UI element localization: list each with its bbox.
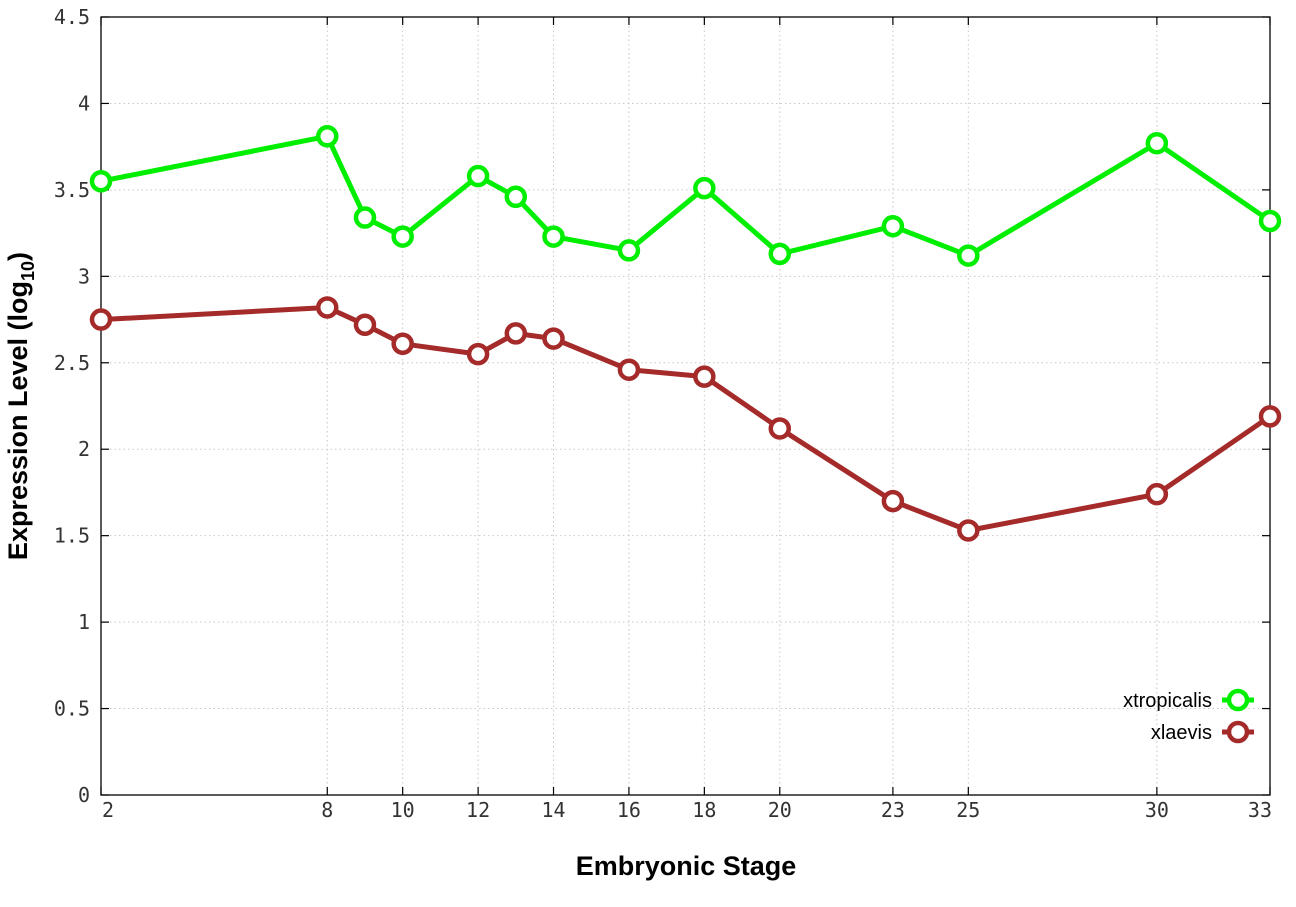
y-axis-title: Expression Level (log10) <box>3 252 38 560</box>
data-point-xtropicalis <box>504 185 528 209</box>
y-tick-label: 0 <box>78 783 90 807</box>
y-tick-label: 1 <box>78 610 90 634</box>
data-point-xtropicalis <box>1258 209 1282 233</box>
data-point-xlaevis <box>504 322 528 345</box>
y-tick-label: 3.5 <box>54 178 90 202</box>
data-point-xlaevis <box>768 417 792 440</box>
legend-swatch-marker <box>1226 688 1250 712</box>
data-point-xtropicalis <box>466 164 490 188</box>
data-point-xtropicalis <box>957 244 980 267</box>
data-point-xlaevis <box>391 332 414 356</box>
data-point-xlaevis <box>542 327 565 350</box>
x-tick-label: 14 <box>541 798 565 822</box>
data-point-xlaevis <box>693 365 716 388</box>
x-tick-label: 16 <box>617 798 641 822</box>
data-point-xlaevis <box>1258 405 1282 428</box>
legend: xtropicalis xlaevis <box>1123 688 1254 744</box>
y-tick-label: 4.5 <box>54 5 90 29</box>
y-tick-label: 0.5 <box>54 697 90 721</box>
legend-swatch-marker <box>1226 720 1250 744</box>
data-point-xtropicalis <box>881 214 905 238</box>
x-tick-label: 33 <box>1248 798 1272 822</box>
y-tick-label: 1.5 <box>54 524 90 548</box>
data-point-xlaevis <box>957 519 980 542</box>
data-point-xlaevis <box>466 342 490 366</box>
y-tick-label: 2.5 <box>54 351 90 375</box>
x-tick-label: 20 <box>768 798 792 822</box>
legend-label: xtropicalis <box>1123 690 1212 712</box>
data-point-xtropicalis <box>353 206 377 229</box>
y-axis-title-subscript: 10 <box>18 261 38 281</box>
x-axis-title: Embryonic Stage <box>576 851 797 881</box>
x-tick-label: 10 <box>391 798 415 822</box>
data-point-xtropicalis <box>89 169 113 193</box>
data-point-xlaevis <box>316 296 339 319</box>
grid <box>101 17 1270 795</box>
y-tick-label: 4 <box>78 91 90 115</box>
x-tick-label: 2 <box>102 798 114 822</box>
data-point-xlaevis <box>353 313 377 336</box>
y-axis-title-main: Expression Level (log <box>3 281 33 560</box>
data-point-xlaevis <box>1145 482 1169 506</box>
x-tick-label: 23 <box>881 798 905 822</box>
data-point-xlaevis <box>617 358 641 381</box>
data-point-xtropicalis <box>391 225 414 248</box>
y-axis-title-close: ) <box>3 252 33 261</box>
x-tick-label: 25 <box>956 798 980 822</box>
x-tick-label: 12 <box>466 798 490 822</box>
data-point-xtropicalis <box>693 176 716 200</box>
x-tick-label: 18 <box>692 798 716 822</box>
axis-ticks: 0 0.5 1 1.5 2 2.5 3 3.5 4 4.5 2 8 10 12 14 16 18 20 23 25 30… <box>54 5 1272 822</box>
x-tick-label: 8 <box>321 798 333 822</box>
x-tick-label: 30 <box>1145 798 1169 822</box>
y-tick-label: 3 <box>78 264 90 288</box>
data-point-xtropicalis <box>1145 131 1169 155</box>
data-point-xtropicalis <box>542 225 565 248</box>
data-point-xlaevis <box>89 308 113 331</box>
data-point-xtropicalis <box>768 242 792 266</box>
data-point-xtropicalis <box>316 125 339 148</box>
y-tick-label: 2 <box>78 437 90 461</box>
data-point-xtropicalis <box>617 239 641 262</box>
series <box>89 125 1282 542</box>
data-point-xlaevis <box>881 489 905 513</box>
legend-label: xlaevis <box>1151 722 1212 744</box>
